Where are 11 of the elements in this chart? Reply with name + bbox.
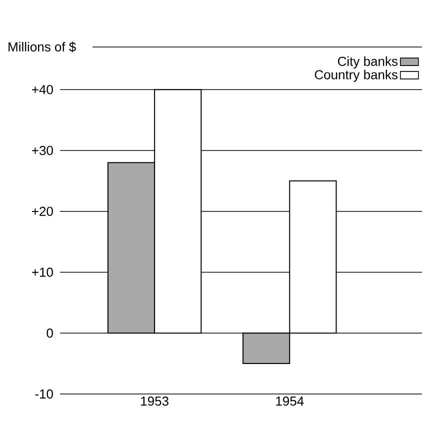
y-axis-title: Millions of $ xyxy=(8,42,76,52)
y-tick-label: +40 xyxy=(32,85,53,94)
y-tick-label: +20 xyxy=(32,206,53,216)
x-tick-label: 1953 xyxy=(141,396,168,406)
y-tick-label: 0 xyxy=(46,328,53,338)
y-tick-label: -10 xyxy=(35,389,53,399)
y-tick-label: +30 xyxy=(32,146,53,156)
x-tick-label: 1954 xyxy=(276,396,304,406)
legend-label: City banks xyxy=(338,56,398,69)
legend-label: Country banks xyxy=(314,70,398,82)
y-tick-label: +10 xyxy=(32,268,53,277)
